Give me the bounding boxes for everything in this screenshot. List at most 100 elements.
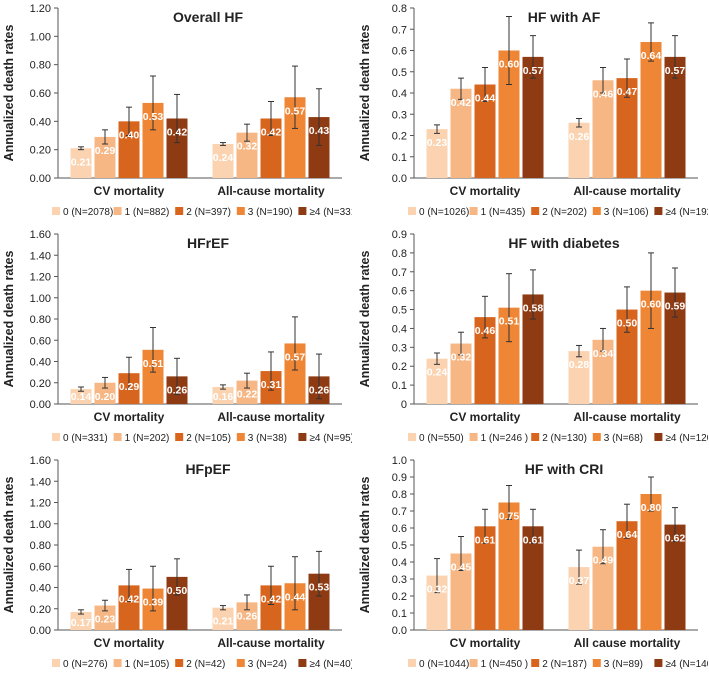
bar [640,42,662,178]
data-label: 0.29 [119,381,140,393]
y-tick-label: 1.00 [30,293,51,305]
y-tick-label: 0.60 [30,335,51,347]
data-label: 0.32 [427,584,448,596]
category-label: CV mortality [94,636,165,650]
bar [70,611,92,630]
y-tick-label: 1.20 [30,3,51,15]
y-tick-label: 0.80 [30,540,51,552]
chart-overall-hf: Annualized death rates 0.00 0.20 0.40 0.60 0.… [2,3,352,218]
y-tick-label: 0.0 [392,625,407,637]
chart-hf-with-cri: Annualized death rates 0.0 0.1 0.2 0.3 0.4 0.5… [358,455,708,670]
category-label: All-cause mortality [573,410,681,424]
bar [236,380,258,404]
y-tick-label: 0.3 [392,342,407,354]
y-tick-label: 0.3 [392,109,407,121]
y-tick-label: 0.20 [30,604,51,616]
bar [616,78,638,178]
data-label: 0.42 [261,593,282,605]
legend-swatch [531,433,540,441]
legend-swatch [592,207,601,215]
legend-label: 1 (N=882) [125,207,170,218]
category-label: CV mortality [450,636,521,650]
bar [592,339,614,404]
bar [498,307,520,404]
legend-label: 1 (N=246 ) [481,433,529,444]
data-label: 0.34 [593,348,614,360]
bar [94,136,116,178]
legend-label: 2 (N=187) [542,659,587,670]
legend-label: ≥4 (N=40) [309,659,352,670]
y-tick-label: 0.60 [30,88,51,100]
bar [94,382,116,404]
y-tick-label: 0.7 [392,24,407,36]
legend-label: ≥4 (N=192) [665,207,708,218]
bar [142,349,164,404]
y-tick-label: 0.8 [392,3,407,15]
chart-title: HF with AF [528,9,601,25]
legend-swatch [298,207,307,215]
y-tick-label: 0.80 [30,60,51,72]
data-label: 0.53 [143,111,164,123]
data-label: 0.80 [641,502,662,514]
data-label: 0.59 [665,301,686,313]
bar [616,521,638,630]
data-label: 0.51 [143,358,164,370]
legend-swatch [408,433,416,441]
y-tick-label: 0.00 [30,173,51,185]
bar [70,148,92,178]
legend-label: 0 (N=276) [63,659,108,670]
data-label: 0.50 [167,585,188,597]
data-label: 0.26 [237,610,258,622]
data-label: 0.32 [237,141,258,153]
y-axis-label: Annualized death rates [358,477,372,614]
data-label: 0.49 [593,555,614,567]
category-label: CV mortality [450,184,521,198]
data-label: 0.42 [451,97,472,109]
y-tick-label: 1.40 [30,250,51,262]
category-label: All-cause mortality [217,636,325,650]
chart-title: HF with CRI [525,461,604,477]
legend-swatch [469,659,478,667]
legend-label: 2 (N=105) [186,433,231,444]
data-label: 0.50 [617,318,638,330]
bar [568,351,590,404]
data-label: 0.29 [95,145,116,157]
bar [308,117,330,178]
bar [498,502,520,630]
legend-label: 3 (N=190) [248,207,293,218]
data-label: 0.21 [71,156,92,168]
bar [474,317,496,404]
legend-swatch [469,433,478,441]
legend-label: ≥4 (N=95) [309,433,352,444]
y-tick-label: 0.2 [392,131,407,143]
data-label: 0.22 [237,389,258,401]
legend-label: 3 (N=38) [248,433,287,444]
bar [498,50,520,178]
legend-label: 3 (N=89) [604,659,643,670]
y-tick-label: 1.00 [30,519,51,531]
y-tick-label: 0.20 [30,145,51,157]
chart-title: HF with diabetes [508,235,619,251]
y-tick-label: 0.2 [392,591,407,603]
bar [640,494,662,630]
data-label: 0.28 [569,359,590,371]
y-tick-label: 1.60 [30,455,51,467]
data-label: 0.20 [95,391,116,403]
bar [70,389,92,404]
bar [260,118,282,178]
legend-label: 1 (N=105) [125,659,170,670]
y-tick-label: 0.40 [30,116,51,128]
data-label: 0.31 [261,379,282,391]
legend-swatch [592,433,601,441]
bar [142,102,164,178]
data-label: 0.43 [309,125,330,137]
bar [592,546,614,630]
bar [450,88,472,178]
legend-swatch [113,659,122,667]
category-label: All-cause mortality [573,184,681,198]
bar [284,97,306,178]
legend-label: 1 (N=450 ) [481,659,529,670]
y-tick-label: 0.5 [392,540,407,552]
bar [118,585,140,630]
